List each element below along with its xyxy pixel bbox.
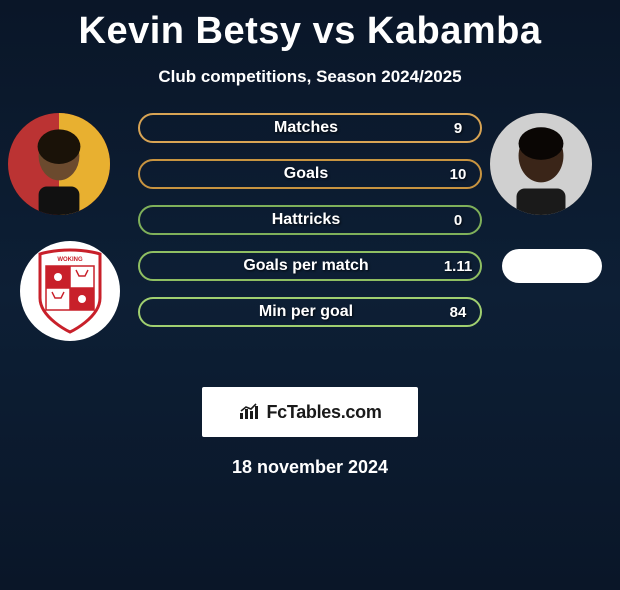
stat-row-min-per-goal: Min per goal 84 bbox=[138, 297, 482, 327]
page-title: Kevin Betsy vs Kabamba bbox=[0, 10, 620, 53]
player-right-avatar bbox=[490, 113, 592, 215]
chart-icon bbox=[238, 403, 260, 421]
player-left-avatar bbox=[8, 113, 110, 215]
comparison-panel: WOKING Matches 9 Goals 10 Hattricks 0 Go… bbox=[0, 113, 620, 353]
stat-label: Hattricks bbox=[140, 211, 436, 229]
stat-value: 10 bbox=[436, 166, 480, 183]
stat-row-goals: Goals 10 bbox=[138, 159, 482, 189]
date-text: 18 november 2024 bbox=[0, 457, 620, 478]
stat-row-hattricks: Hattricks 0 bbox=[138, 205, 482, 235]
subtitle: Club competitions, Season 2024/2025 bbox=[0, 67, 620, 87]
club-right-badge bbox=[502, 249, 602, 283]
stat-row-matches: Matches 9 bbox=[138, 113, 482, 143]
stat-label: Matches bbox=[140, 119, 436, 137]
stat-value: 9 bbox=[436, 120, 480, 137]
brand-text: FcTables.com bbox=[266, 402, 381, 423]
stat-label: Goals per match bbox=[140, 257, 436, 275]
stat-label: Min per goal bbox=[140, 303, 436, 321]
stat-value: 0 bbox=[436, 212, 480, 229]
stat-value: 1.11 bbox=[436, 258, 480, 275]
brand-badge: FcTables.com bbox=[202, 387, 418, 437]
club-left-badge: WOKING bbox=[20, 241, 120, 341]
stat-label: Goals bbox=[140, 165, 436, 183]
svg-text:WOKING: WOKING bbox=[57, 257, 83, 263]
stat-row-goals-per-match: Goals per match 1.11 bbox=[138, 251, 482, 281]
stat-value: 84 bbox=[436, 304, 480, 321]
